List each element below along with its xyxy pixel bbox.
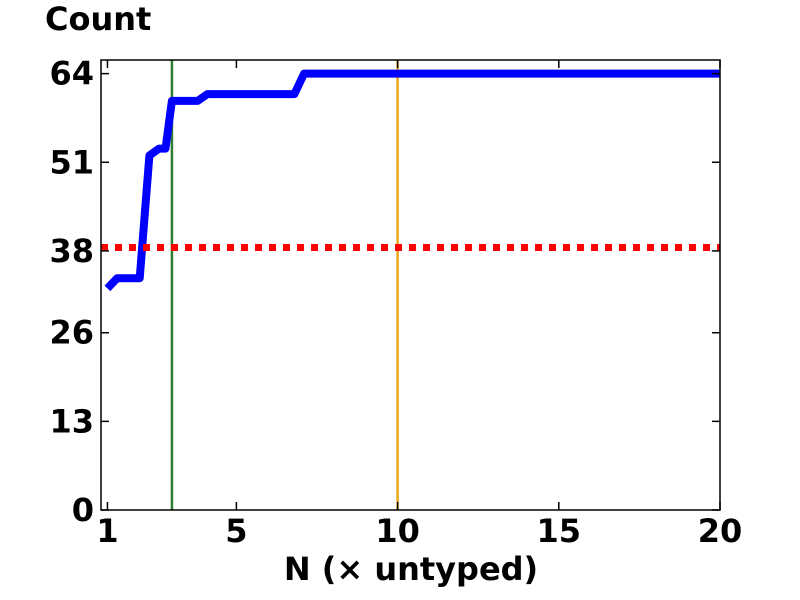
- x-tick-label: 5: [225, 512, 247, 550]
- x-tick-label: 1: [96, 512, 118, 550]
- x-tick-label: 15: [537, 512, 582, 550]
- y-tick-label: 0: [72, 491, 94, 529]
- x-tick-label: 10: [375, 512, 420, 550]
- x-axis-title: N (× untyped): [284, 550, 538, 588]
- x-tick-label: 20: [698, 512, 743, 550]
- y-tick-label: 38: [49, 232, 94, 270]
- plot-frame: [100, 59, 721, 511]
- y-axis-title: Count: [45, 0, 151, 38]
- y-tick-label: 51: [49, 143, 94, 181]
- y-tick-label: 13: [49, 402, 94, 440]
- y-tick-label: 26: [49, 314, 94, 352]
- y-tick-label: 64: [49, 55, 94, 93]
- solid-series-line: [104, 69, 720, 292]
